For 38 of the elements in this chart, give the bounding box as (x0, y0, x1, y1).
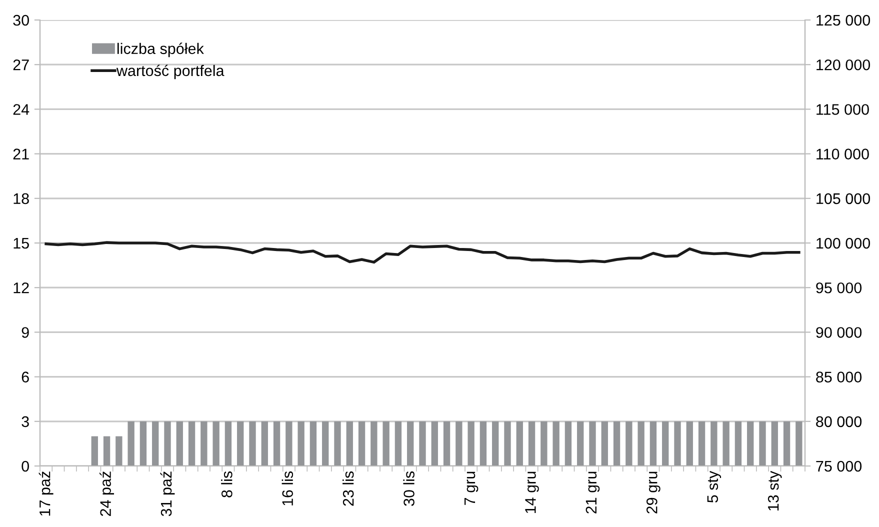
y-tick-label: 30 (13, 14, 29, 26)
x-tick-label: 29 gru (646, 472, 660, 514)
y-tick-label: 0 (22, 460, 29, 472)
x-tick-label: 17 paź (38, 472, 54, 516)
y2-tick-label: 120 000 (816, 59, 870, 70)
y-tick-label: 21 (13, 148, 29, 160)
y-tick-label: 12 (14, 282, 29, 294)
y-tick-label: 24 (13, 104, 30, 115)
y2-tick-label: 80 000 (816, 416, 862, 428)
x-tick-label: 13 sty (768, 470, 782, 510)
legend-label: liczba spółek (117, 42, 204, 58)
y-tick-label: 3 (22, 416, 29, 428)
x-tick-label: 16 lis (282, 471, 294, 506)
y-tick-label: 9 (22, 327, 29, 338)
y2-tick-label: 85 000 (816, 372, 862, 382)
y2-tick-label: 125 000 (816, 14, 870, 26)
y-tick-label: 18 (14, 193, 29, 204)
y2-tick-label: 110 000 (816, 148, 869, 160)
x-tick-label: 14 gru (525, 472, 539, 514)
x-tick-label: 24 paź (100, 472, 114, 516)
legend-label: wartość portfela (116, 64, 224, 80)
x-tick-label: 5 sty (707, 470, 722, 503)
y2-tick-label: 115 000 (816, 104, 869, 115)
y2-tick-label: 100 000 (816, 238, 870, 249)
y2-tick-label: 105 000 (816, 193, 870, 204)
y2-tick-label: 95 000 (816, 282, 862, 294)
x-tick-label: 8 lis (221, 471, 232, 498)
y-tick-label: 27 (13, 59, 29, 70)
y-tick-label: 6 (22, 372, 29, 382)
x-tick-label: 21 gru (586, 472, 600, 514)
y2-tick-label: 90 000 (816, 327, 862, 338)
x-tick-label: 23 lis (342, 471, 354, 506)
line-series (44, 241, 800, 264)
y2-tick-label: 75 000 (816, 460, 862, 472)
x-tick-label: 31 paź (160, 472, 175, 516)
x-tick-label: 7 gru (464, 472, 478, 505)
y-tick-label: 15 (14, 238, 29, 249)
x-tick-label: 30 lis (403, 471, 414, 506)
